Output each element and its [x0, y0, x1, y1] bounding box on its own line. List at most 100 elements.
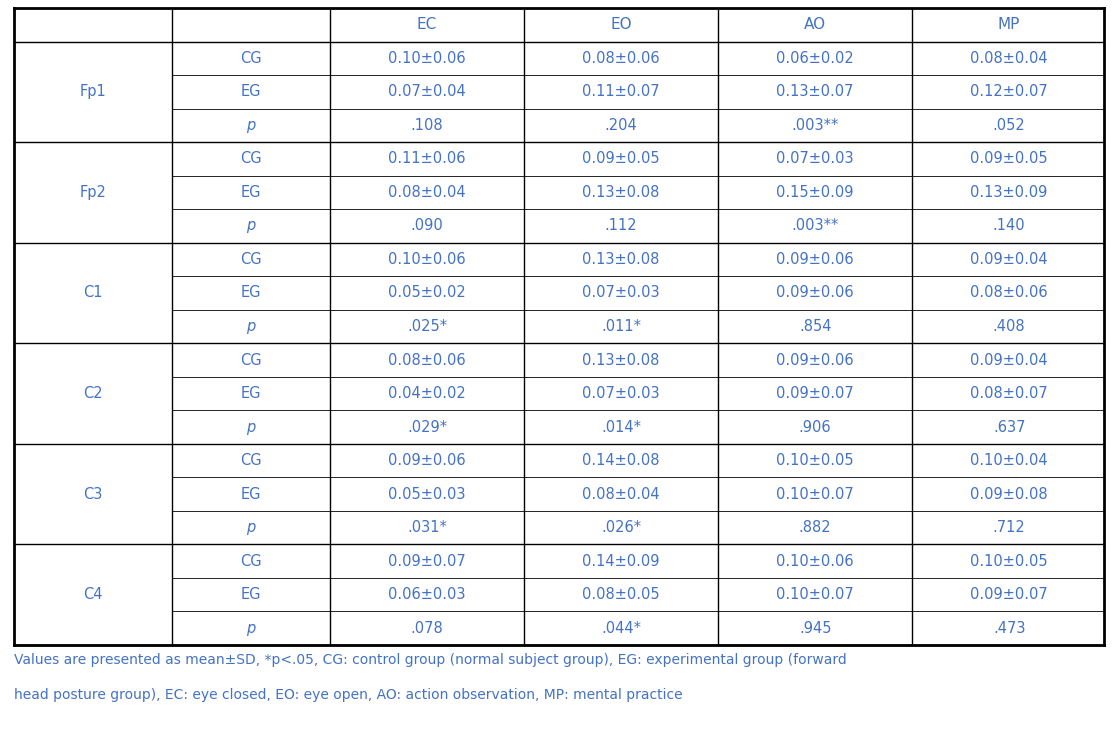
Text: .090: .090 — [410, 218, 444, 234]
Text: 0.13±0.09: 0.13±0.09 — [970, 185, 1048, 200]
Text: 0.08±0.06: 0.08±0.06 — [582, 51, 660, 66]
Text: .637: .637 — [993, 419, 1025, 435]
Text: 0.13±0.08: 0.13±0.08 — [582, 185, 660, 200]
Text: .108: .108 — [410, 118, 444, 132]
Text: .204: .204 — [605, 118, 637, 132]
Text: .052: .052 — [993, 118, 1025, 132]
Text: .031*: .031* — [407, 520, 447, 535]
Text: C1: C1 — [83, 285, 103, 300]
Text: .854: .854 — [799, 319, 832, 334]
Text: C2: C2 — [83, 386, 103, 401]
Text: .011*: .011* — [601, 319, 641, 334]
Text: CG: CG — [240, 553, 262, 569]
Text: .712: .712 — [993, 520, 1025, 535]
Text: head posture group), EC: eye closed, EO: eye open, AO: action observation, MP: m: head posture group), EC: eye closed, EO:… — [15, 688, 683, 702]
Text: 0.09±0.08: 0.09±0.08 — [970, 487, 1048, 501]
Text: 0.14±0.08: 0.14±0.08 — [582, 453, 660, 468]
Text: 0.13±0.07: 0.13±0.07 — [776, 84, 854, 100]
Text: .078: .078 — [410, 621, 444, 635]
Text: 0.09±0.07: 0.09±0.07 — [970, 587, 1048, 602]
Text: .882: .882 — [799, 520, 832, 535]
Text: .906: .906 — [799, 419, 832, 435]
Text: 0.10±0.05: 0.10±0.05 — [776, 453, 854, 468]
Text: EC: EC — [417, 18, 437, 32]
Text: 0.11±0.06: 0.11±0.06 — [388, 152, 466, 166]
Text: 0.09±0.06: 0.09±0.06 — [776, 285, 854, 300]
Text: 0.08±0.05: 0.08±0.05 — [582, 587, 660, 602]
Text: .014*: .014* — [601, 419, 641, 435]
Text: 0.10±0.06: 0.10±0.06 — [388, 51, 466, 66]
Text: EG: EG — [240, 386, 262, 401]
Text: 0.05±0.02: 0.05±0.02 — [388, 285, 466, 300]
Text: .112: .112 — [605, 218, 637, 234]
Text: Values are presented as mean±SD, *p<.05, CG: control group (normal subject group: Values are presented as mean±SD, *p<.05,… — [15, 653, 846, 667]
Text: 0.10±0.05: 0.10±0.05 — [970, 553, 1048, 569]
Text: EG: EG — [240, 487, 262, 501]
Text: 0.06±0.02: 0.06±0.02 — [776, 51, 854, 66]
Text: CG: CG — [240, 252, 262, 267]
Text: 0.09±0.05: 0.09±0.05 — [582, 152, 660, 166]
Text: 0.10±0.07: 0.10±0.07 — [776, 487, 854, 501]
Text: 0.07±0.03: 0.07±0.03 — [582, 285, 660, 300]
Text: 0.08±0.04: 0.08±0.04 — [388, 185, 466, 200]
Text: 0.05±0.03: 0.05±0.03 — [388, 487, 466, 501]
Text: EG: EG — [240, 185, 262, 200]
Text: Fp2: Fp2 — [79, 185, 106, 200]
Text: .473: .473 — [993, 621, 1025, 635]
Text: 0.15±0.09: 0.15±0.09 — [776, 185, 854, 200]
Text: MP: MP — [998, 18, 1021, 32]
Text: 0.09±0.07: 0.09±0.07 — [388, 553, 466, 569]
Text: 0.08±0.06: 0.08±0.06 — [388, 353, 466, 367]
Text: 0.10±0.06: 0.10±0.06 — [388, 252, 466, 267]
Text: .140: .140 — [993, 218, 1025, 234]
Text: CG: CG — [240, 152, 262, 166]
Text: AO: AO — [804, 18, 826, 32]
Text: CG: CG — [240, 51, 262, 66]
Text: EG: EG — [240, 84, 262, 100]
Text: 0.09±0.05: 0.09±0.05 — [970, 152, 1048, 166]
Text: 0.10±0.06: 0.10±0.06 — [776, 553, 854, 569]
Text: .026*: .026* — [601, 520, 642, 535]
Text: 0.07±0.03: 0.07±0.03 — [776, 152, 854, 166]
Text: 0.08±0.04: 0.08±0.04 — [582, 487, 660, 501]
Text: 0.13±0.08: 0.13±0.08 — [582, 353, 660, 367]
Text: .044*: .044* — [601, 621, 641, 635]
Text: 0.09±0.06: 0.09±0.06 — [388, 453, 466, 468]
Text: 0.06±0.03: 0.06±0.03 — [388, 587, 466, 602]
Text: 0.09±0.06: 0.09±0.06 — [776, 252, 854, 267]
Text: CG: CG — [240, 453, 262, 468]
Text: 0.08±0.04: 0.08±0.04 — [970, 51, 1048, 66]
Text: .945: .945 — [799, 621, 832, 635]
Text: 0.08±0.06: 0.08±0.06 — [970, 285, 1048, 300]
Text: 0.10±0.04: 0.10±0.04 — [970, 453, 1048, 468]
Text: 0.09±0.04: 0.09±0.04 — [970, 252, 1048, 267]
Text: EO: EO — [610, 18, 632, 32]
Text: .408: .408 — [993, 319, 1025, 334]
Text: .003**: .003** — [792, 118, 838, 132]
Text: C4: C4 — [83, 587, 103, 602]
Text: CG: CG — [240, 353, 262, 367]
Text: p: p — [246, 218, 256, 234]
Text: p: p — [246, 419, 256, 435]
Text: .003**: .003** — [792, 218, 838, 234]
Text: 0.09±0.06: 0.09±0.06 — [776, 353, 854, 367]
Text: 0.11±0.07: 0.11±0.07 — [582, 84, 660, 100]
Text: 0.04±0.02: 0.04±0.02 — [388, 386, 466, 401]
Text: p: p — [246, 621, 256, 635]
Text: 0.13±0.08: 0.13±0.08 — [582, 252, 660, 267]
Text: p: p — [246, 520, 256, 535]
Text: .025*: .025* — [407, 319, 447, 334]
Text: 0.12±0.07: 0.12±0.07 — [970, 84, 1048, 100]
Text: 0.08±0.07: 0.08±0.07 — [970, 386, 1048, 401]
Text: 0.10±0.07: 0.10±0.07 — [776, 587, 854, 602]
Text: 0.07±0.04: 0.07±0.04 — [388, 84, 466, 100]
Text: 0.09±0.04: 0.09±0.04 — [970, 353, 1048, 367]
Text: p: p — [246, 118, 256, 132]
Text: .029*: .029* — [407, 419, 447, 435]
Text: C3: C3 — [84, 487, 103, 501]
Text: 0.07±0.03: 0.07±0.03 — [582, 386, 660, 401]
Text: 0.09±0.07: 0.09±0.07 — [776, 386, 854, 401]
Text: EG: EG — [240, 285, 262, 300]
Text: EG: EG — [240, 587, 262, 602]
Text: 0.14±0.09: 0.14±0.09 — [582, 553, 660, 569]
